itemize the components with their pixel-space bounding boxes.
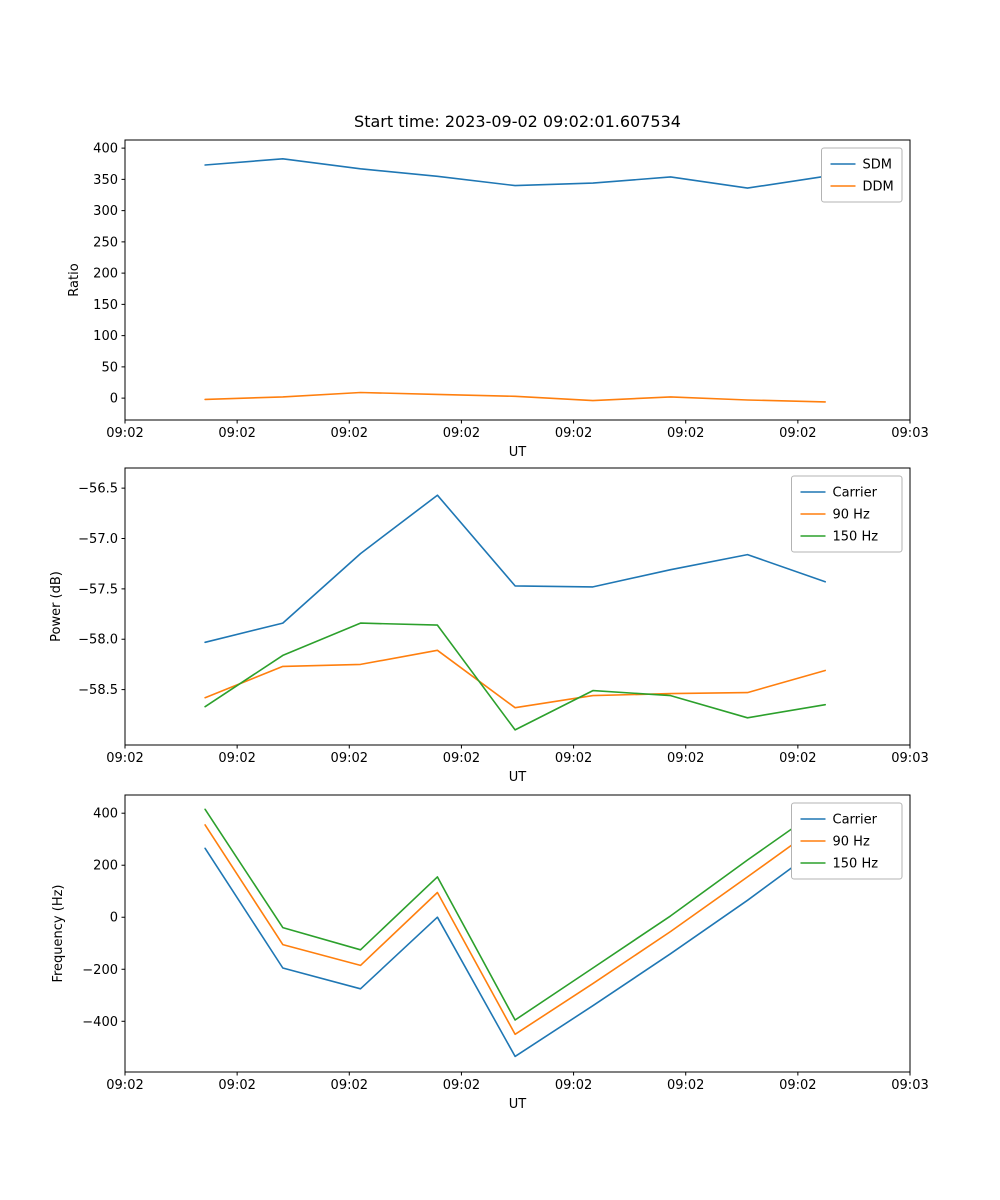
y-axis-label: Frequency (Hz) — [51, 884, 66, 982]
figure-title: Start time: 2023-09-02 09:02:01.607534 — [354, 112, 681, 131]
legend-label-carrier: Carrier — [833, 486, 878, 501]
subplot-3: 09:02 09:02 09:02 09:02 09:02 09:02 09:02 09:03… — [51, 794, 929, 1112]
x-tick-label: 09:02 — [779, 1078, 816, 1093]
y-tick-label: 100 — [93, 329, 118, 344]
y-tick-label: −400 — [82, 1015, 118, 1030]
axes-frame — [124, 139, 911, 421]
x-tick-label: 09:03 — [891, 1078, 928, 1093]
legend-label-150-hz: 150 Hz — [833, 530, 879, 545]
y-tick-label: 150 — [93, 298, 118, 313]
legend-box — [791, 475, 903, 553]
x-tick-label: 09:03 — [891, 751, 928, 766]
x-tick-label: 09:02 — [218, 751, 255, 766]
subplot-1: 09:02 09:02 09:02 09:02 09:02 09:02 09:02 09:03… — [67, 139, 929, 460]
x-tick-label: 09:03 — [891, 426, 928, 441]
legend-label-sdm: SDM — [863, 158, 892, 173]
x-tick-label: 09:02 — [443, 426, 480, 441]
x-tick-label: 09:02 — [667, 1078, 704, 1093]
y-tick-label: −56.5 — [78, 482, 118, 497]
x-axis-label: UT — [509, 445, 527, 460]
legend-label-carrier: Carrier — [833, 813, 878, 828]
y-tick-label: −58.5 — [78, 683, 118, 698]
axes-frame — [124, 794, 911, 1073]
x-tick-label: 09:02 — [555, 751, 592, 766]
x-axis-label: UT — [509, 770, 527, 785]
y-tick-label: −58.0 — [78, 633, 118, 648]
legend-box — [791, 802, 903, 880]
series-line-carrier — [204, 494, 827, 644]
y-tick-label: 0 — [110, 392, 118, 407]
legend: Carrier 90 Hz 150 Hz — [791, 802, 903, 880]
x-tick-label: 09:02 — [779, 751, 816, 766]
series-line-ddm — [204, 391, 827, 403]
y-tick-label: 50 — [101, 360, 118, 375]
y-tick-label: 200 — [93, 267, 118, 282]
legend-label-ddm: DDM — [863, 180, 894, 195]
y-axis-label: Ratio — [67, 263, 82, 296]
y-tick-label: 300 — [93, 204, 118, 219]
series-line-carrier — [204, 842, 827, 1058]
y-tick-label: −200 — [82, 963, 118, 978]
subplot-2: 09:02 09:02 09:02 09:02 09:02 09:02 09:02 09:03… — [49, 467, 929, 785]
x-tick-label: 09:02 — [331, 751, 368, 766]
x-tick-label: 09:02 — [443, 751, 480, 766]
x-tick-label: 09:02 — [331, 426, 368, 441]
legend: Carrier 90 Hz 150 Hz — [791, 475, 903, 553]
legend-label-150-hz: 150 Hz — [833, 857, 879, 872]
legend-box — [821, 147, 903, 203]
y-tick-label: 350 — [93, 173, 118, 188]
x-tick-label: 09:02 — [667, 751, 704, 766]
series-line-150-hz — [204, 622, 827, 731]
y-tick-label: 0 — [110, 911, 118, 926]
x-tick-label: 09:02 — [106, 426, 143, 441]
legend-label-90-hz: 90 Hz — [833, 508, 870, 523]
y-tick-label: 400 — [93, 807, 118, 822]
axes-frame — [124, 467, 911, 746]
x-tick-label: 09:02 — [667, 426, 704, 441]
y-tick-label: 250 — [93, 235, 118, 250]
x-tick-label: 09:02 — [106, 1078, 143, 1093]
legend: SDM DDM — [821, 147, 903, 203]
series-line-90-hz — [204, 649, 827, 709]
series-line-90-hz — [204, 820, 827, 1036]
series-line-sdm — [204, 158, 827, 189]
x-tick-label: 09:02 — [106, 751, 143, 766]
series-line-150-hz — [204, 804, 827, 1021]
y-tick-label: −57.0 — [78, 532, 118, 547]
x-tick-label: 09:02 — [218, 1078, 255, 1093]
x-tick-label: 09:02 — [443, 1078, 480, 1093]
y-tick-label: 200 — [93, 859, 118, 874]
x-axis-label: UT — [509, 1097, 527, 1112]
y-tick-label: 400 — [93, 142, 118, 157]
y-axis-label: Power (dB) — [49, 571, 64, 642]
y-tick-label: −57.5 — [78, 582, 118, 597]
x-tick-label: 09:02 — [779, 426, 816, 441]
legend-label-90-hz: 90 Hz — [833, 835, 870, 850]
x-tick-label: 09:02 — [555, 1078, 592, 1093]
x-tick-label: 09:02 — [555, 426, 592, 441]
x-tick-label: 09:02 — [331, 1078, 368, 1093]
x-tick-label: 09:02 — [218, 426, 255, 441]
